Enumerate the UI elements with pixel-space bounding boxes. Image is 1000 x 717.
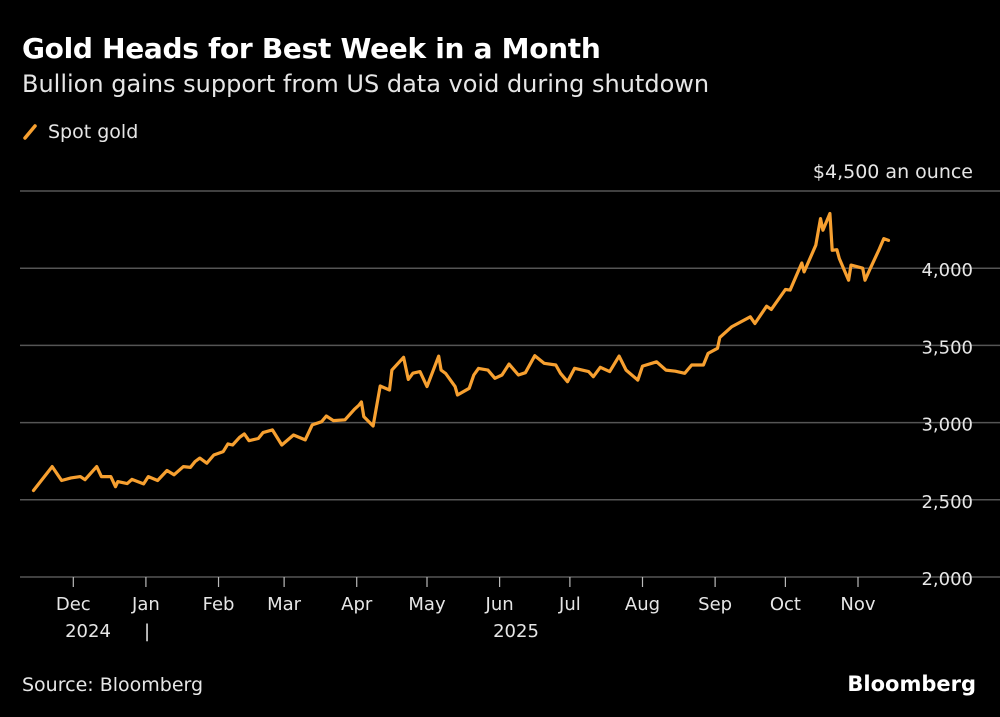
- x-tick-label: Jul: [558, 594, 581, 615]
- x-tick-label: Apr: [341, 594, 373, 615]
- x-tick-label: Mar: [267, 594, 302, 615]
- x-tick-label: Sep: [698, 594, 732, 615]
- y-tick-label: 2,500: [921, 492, 973, 513]
- y-tick-label: 3,500: [921, 337, 973, 358]
- x-year-label: 2025: [493, 621, 539, 642]
- source-note: Source: Bloomberg: [22, 674, 204, 696]
- legend-label: Spot gold: [48, 121, 139, 143]
- x-tick-label: Oct: [770, 594, 801, 615]
- spot-gold-line: [31, 211, 891, 493]
- bloomberg-logo: Bloomberg: [847, 672, 976, 696]
- legend-line-icon: [23, 124, 37, 140]
- x-year-label: 2024: [65, 621, 111, 642]
- y-tick-label: 3,000: [921, 415, 973, 436]
- chart-subtitle: Bullion gains support from US data void …: [22, 70, 710, 98]
- y-axis-unit-label: $4,500 an ounce: [812, 161, 973, 183]
- x-tick-label: Feb: [203, 594, 235, 615]
- x-tick-label: May: [408, 594, 446, 615]
- chart-title: Gold Heads for Best Week in a Month: [22, 32, 601, 65]
- x-tick-label: Jun: [485, 594, 514, 615]
- x-tick-label: Jan: [131, 594, 160, 615]
- legend: Spot gold: [22, 121, 138, 143]
- y-tick-label: 4,000: [921, 260, 973, 281]
- x-tick-label: Dec: [56, 594, 91, 615]
- x-year-label: |: [144, 621, 150, 642]
- x-tick-label: Nov: [840, 594, 875, 615]
- y-tick-label: 2,000: [921, 569, 973, 590]
- x-tick-label: Aug: [625, 594, 660, 615]
